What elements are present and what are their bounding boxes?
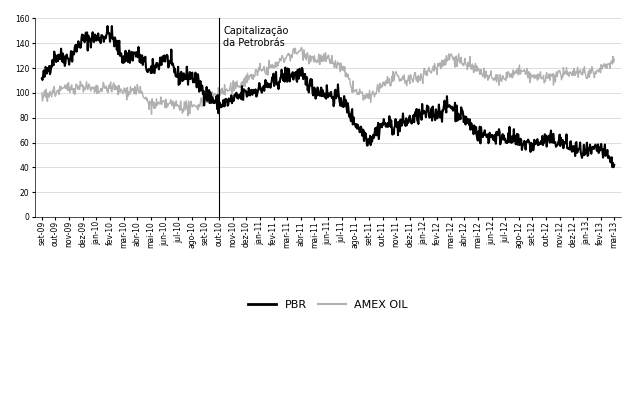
Text: Capitalização
da Petrobrás: Capitalização da Petrobrás	[223, 26, 289, 48]
Legend: PBR, AMEX OIL: PBR, AMEX OIL	[244, 296, 413, 315]
